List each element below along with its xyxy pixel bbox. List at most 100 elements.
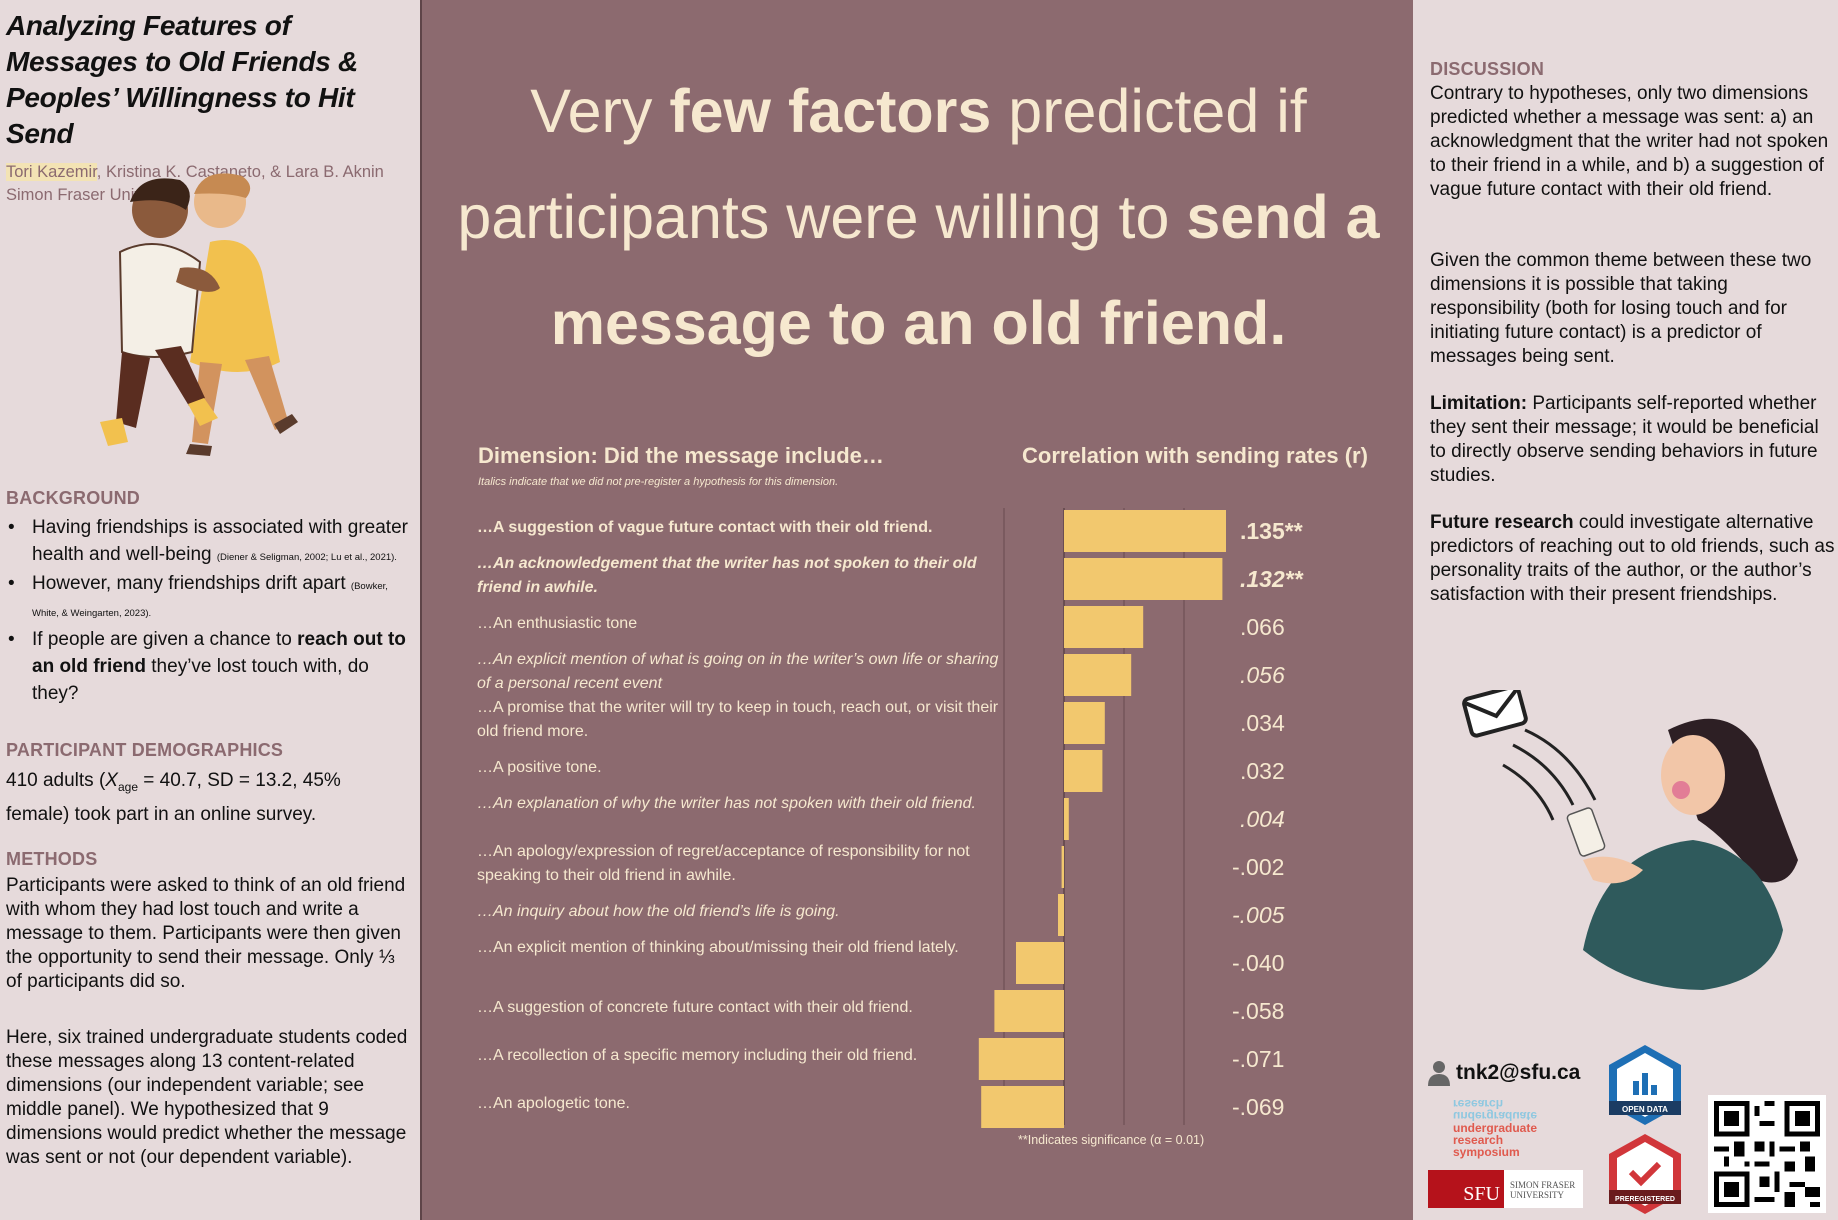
dimension-label: …An acknowledgement that the writer has … bbox=[477, 555, 977, 596]
open-data-badge-icon: OPEN DATA bbox=[1609, 1045, 1681, 1125]
correlation-value: .032 bbox=[1240, 758, 1285, 784]
dimension-label: …A suggestion of concrete future contact… bbox=[477, 999, 913, 1016]
bar bbox=[1064, 558, 1223, 600]
urs-logo: undergraduate research undergraduate res… bbox=[1453, 1097, 1563, 1160]
preregistered-label: PREREGISTERED bbox=[1615, 1196, 1675, 1203]
sfu-logo-line-2: UNIVERSITY bbox=[1510, 1190, 1564, 1200]
demo-xvar: X bbox=[105, 770, 118, 791]
correlation-value: .034 bbox=[1240, 710, 1285, 736]
bullet-1-citation: (Diener & Seligman, 2002; Lu et al., 202… bbox=[216, 552, 397, 563]
qr-code[interactable] bbox=[1708, 1095, 1826, 1213]
sfu-logo: SFU SIMON FRASER UNIVERSITY bbox=[1428, 1170, 1583, 1208]
bullet-2-citation: (Bowker, White, & Weingarten, 2023). bbox=[32, 581, 388, 619]
middle-panel: Very few factors predicted if participan… bbox=[420, 0, 1413, 1220]
discussion-paragraph-1: Contrary to hypotheses, only two dimensi… bbox=[1430, 83, 1829, 200]
correlation-value: .135** bbox=[1240, 518, 1303, 544]
bar bbox=[1058, 894, 1064, 936]
dimension-label: …An explanation of why the writer has no… bbox=[477, 795, 976, 812]
italics-note: Italics indicate that we did not pre-reg… bbox=[478, 476, 839, 488]
future-research-label: Future research bbox=[1430, 512, 1574, 533]
limitation-paragraph: Limitation: Participants self-reported w… bbox=[1430, 392, 1835, 488]
left-column: Analyzing Features of Messages to Old Fr… bbox=[0, 0, 420, 1220]
background-bullet-1: Having friendships is associated with gr… bbox=[6, 514, 416, 568]
demo-pre: 410 adults ( bbox=[6, 770, 106, 791]
dimension-label: …A promise that the writer will try to k… bbox=[477, 699, 999, 740]
other-authors: , Kristina K. Castaneto, & Lara B. Aknin bbox=[96, 163, 384, 181]
sfu-logo-line-1: SIMON FRASER bbox=[1510, 1180, 1576, 1190]
correlation-header: Correlation with sending rates (r) bbox=[1022, 443, 1368, 468]
headline: Very few factors predicted if participan… bbox=[422, 58, 1415, 376]
authors: Tori Kazemir, Kristina K. Castaneto, & L… bbox=[6, 160, 414, 184]
person-icon bbox=[1428, 1061, 1450, 1086]
background-bullet-3: If people are given a chance to reach ou… bbox=[6, 626, 416, 707]
headline-part-c: predicted if participants were willing t… bbox=[457, 77, 1307, 251]
discussion-paragraph-2: Given the common theme between these two… bbox=[1430, 250, 1812, 367]
limitation-text: Participants self-reported whether they … bbox=[1430, 393, 1819, 486]
methods-paragraph-2: Here, six trained undergraduate students… bbox=[6, 1027, 408, 1168]
bar bbox=[1064, 798, 1069, 840]
bar bbox=[1064, 606, 1144, 648]
dimension-label: …An explicit mention of thinking about/m… bbox=[477, 939, 959, 956]
discussion-heading: DISCUSSION bbox=[1430, 59, 1545, 79]
demographics-heading: PARTICIPANT DEMOGRAPHICS bbox=[6, 740, 284, 760]
bar bbox=[1064, 510, 1226, 552]
demographics-text: 410 adults (Xage = 40.7, SD = 13.2, 45% … bbox=[6, 767, 406, 828]
background-heading: BACKGROUND bbox=[6, 488, 140, 508]
dimension-label: …A recollection of a specific memory inc… bbox=[477, 1047, 918, 1064]
dimension-label: …An apologetic tone. bbox=[477, 1095, 630, 1112]
dimension-label: …An inquiry about how the old friend’s l… bbox=[477, 903, 840, 920]
correlation-value: -.069 bbox=[1232, 1094, 1285, 1120]
limitation-label: Limitation: bbox=[1430, 393, 1528, 414]
first-author: Tori Kazemir bbox=[6, 163, 97, 181]
bullet-2-text: However, many friendships drift apart bbox=[32, 573, 346, 594]
correlation-value: -.058 bbox=[1232, 998, 1285, 1024]
bar bbox=[1064, 702, 1105, 744]
headline-part-b: few factors bbox=[669, 77, 992, 145]
headline-part-a: Very bbox=[530, 77, 670, 145]
poster-title: Analyzing Features of Messages to Old Fr… bbox=[6, 10, 358, 149]
correlation-value: .056 bbox=[1240, 662, 1285, 688]
correlation-value: -.005 bbox=[1232, 902, 1285, 928]
demo-post: = 40.7, SD = 13.2, 45% female) took part… bbox=[6, 770, 341, 825]
future-research-paragraph: Future research could investigate altern… bbox=[1430, 511, 1835, 607]
contact-email[interactable]: tnk2@sfu.ca bbox=[1428, 1060, 1580, 1086]
dimension-label: …A suggestion of vague future contact wi… bbox=[477, 519, 933, 536]
correlation-value: -.002 bbox=[1232, 854, 1285, 880]
bar bbox=[1016, 942, 1064, 984]
bar bbox=[1064, 654, 1132, 696]
correlation-value: .004 bbox=[1240, 806, 1285, 832]
correlation-value: .132** bbox=[1240, 566, 1303, 592]
correlation-value: -.071 bbox=[1232, 1046, 1285, 1072]
woman-sending-message-illustration bbox=[1462, 690, 1798, 990]
methods-heading: METHODS bbox=[6, 849, 98, 869]
dimension-label: …A positive tone. bbox=[477, 759, 602, 776]
bullet-3-emphasis: reach out to an old friend bbox=[32, 629, 406, 677]
dimension-header: Dimension: Did the message include… bbox=[478, 443, 884, 468]
preregistered-badge-icon: PREREGISTERED bbox=[1609, 1134, 1681, 1214]
methods-paragraph-1: Participants were asked to think of an o… bbox=[6, 875, 406, 992]
urs-logo-text: undergraduate research symposium bbox=[1453, 1121, 1538, 1159]
future-research-text: could investigate alternative predictors… bbox=[1430, 512, 1835, 605]
sfu-logo-long: SIMON FRASER UNIVERSITY bbox=[1504, 1170, 1583, 1208]
headline-part-d: send a message to an old friend. bbox=[550, 183, 1380, 357]
dimension-label: …An apology/expression of regret/accepta… bbox=[477, 843, 970, 884]
bullet-3-text-pre: If people are given a chance to bbox=[32, 629, 292, 650]
right-column: DISCUSSION Contrary to hypotheses, only … bbox=[1413, 0, 1838, 1220]
background-list: Having friendships is associated with gr… bbox=[6, 514, 416, 709]
bar bbox=[1061, 846, 1064, 888]
dimension-label: …An enthusiastic tone bbox=[477, 615, 638, 632]
dimension-label: …An explicit mention of what is going on… bbox=[477, 651, 999, 692]
open-data-label: OPEN DATA bbox=[1622, 1105, 1668, 1114]
correlation-value: -.040 bbox=[1232, 950, 1285, 976]
correlation-value: .066 bbox=[1240, 614, 1285, 640]
sfu-logo-short: SFU bbox=[1428, 1170, 1504, 1208]
email-text[interactable]: tnk2@sfu.ca bbox=[1456, 1061, 1581, 1084]
hugging-friends-illustration bbox=[100, 173, 298, 456]
bullet-3-text-post: they’ve lost touch with, do they? bbox=[32, 656, 369, 704]
bar bbox=[1064, 750, 1103, 792]
qr-code-icon bbox=[1714, 1101, 1820, 1207]
urs-logo-mirror-text: undergraduate research bbox=[1453, 1097, 1538, 1123]
background-bullet-2: However, many friendships drift apart (B… bbox=[6, 570, 416, 624]
bullet-1-text: Having friendships is associated with gr… bbox=[32, 517, 408, 565]
demo-sub: age bbox=[117, 779, 139, 794]
